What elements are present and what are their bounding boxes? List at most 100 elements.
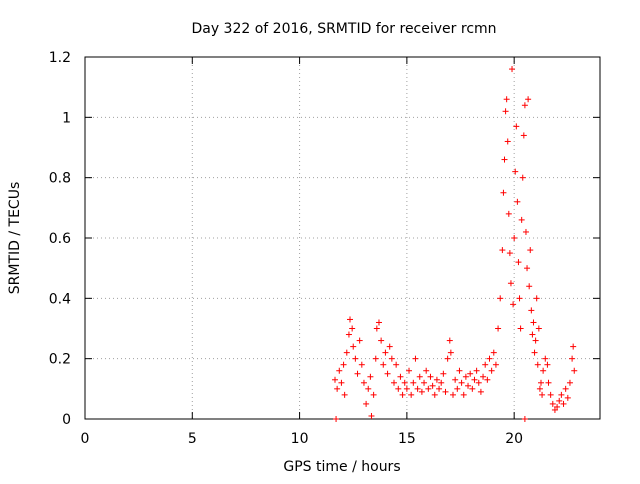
data-point (526, 283, 533, 290)
data-point (520, 132, 527, 139)
data-point (537, 379, 544, 386)
data-point (386, 343, 393, 350)
data-point (518, 216, 525, 223)
data-point (442, 388, 449, 395)
data-point (467, 370, 474, 377)
data-point (447, 349, 454, 356)
data-point (431, 391, 438, 398)
data-point (393, 361, 400, 368)
data-point (336, 367, 343, 374)
y-tick-label: 0.2 (49, 352, 71, 368)
data-point (450, 391, 457, 398)
data-point (521, 416, 528, 422)
y-tick-label: 0.4 (49, 291, 71, 307)
data-point (471, 376, 478, 383)
data-point (480, 373, 487, 380)
data-point (507, 280, 514, 287)
data-point (570, 343, 577, 350)
data-point (465, 382, 472, 389)
data-point (356, 337, 363, 344)
data-point (515, 259, 522, 266)
data-point (517, 325, 524, 332)
data-point (477, 388, 484, 395)
data-point (414, 385, 421, 392)
data-point (536, 385, 543, 392)
data-point (462, 373, 469, 380)
data-point (354, 370, 361, 377)
data-point (482, 361, 489, 368)
data-point (556, 397, 563, 404)
data-point (502, 108, 509, 115)
data-point (510, 301, 517, 308)
x-tick-label: 10 (291, 431, 309, 447)
data-point (331, 376, 338, 383)
data-point (558, 391, 565, 398)
data-point (554, 403, 561, 410)
data-point (429, 382, 436, 389)
data-point (514, 198, 521, 205)
data-point (446, 337, 453, 344)
data-point (384, 370, 391, 377)
data-point (375, 319, 382, 326)
data-point (522, 228, 529, 235)
x-tick-label: 15 (398, 431, 416, 447)
y-tick-label: 0.6 (49, 231, 71, 247)
data-point (532, 337, 539, 344)
data-point (365, 385, 372, 392)
data-point (416, 373, 423, 380)
data-point (380, 361, 387, 368)
data-point (486, 355, 493, 362)
data-point (410, 379, 417, 386)
data-point (504, 138, 511, 145)
x-axis-label: GPS time / hours (283, 459, 400, 475)
data-point (512, 168, 519, 175)
data-point (469, 385, 476, 392)
data-point (421, 379, 428, 386)
data-point (521, 102, 528, 109)
data-point (412, 355, 419, 362)
data-point (560, 400, 567, 407)
data-point (547, 391, 554, 398)
data-point (544, 361, 551, 368)
data-point (418, 388, 425, 395)
data-point (506, 250, 513, 257)
data-point (368, 412, 375, 419)
data-point (408, 391, 415, 398)
x-tick-label: 0 (81, 431, 90, 447)
data-point (427, 373, 434, 380)
data-point (566, 379, 573, 386)
data-point (438, 379, 445, 386)
data-point (338, 379, 345, 386)
data-point (519, 174, 526, 181)
data-point (423, 367, 430, 374)
data-point (527, 247, 534, 254)
data-point (397, 373, 404, 380)
data-point (358, 361, 365, 368)
data-point (452, 376, 459, 383)
data-point (530, 319, 537, 326)
data-point (352, 355, 359, 362)
axis-ticks: 0 5 10 15 20 0 0.2 0.4 0.6 0.8 1 1.2 (49, 50, 600, 447)
data-point (340, 361, 347, 368)
data-point (490, 349, 497, 356)
data-point (363, 400, 370, 407)
data-point (473, 367, 480, 374)
data-point (564, 394, 571, 401)
x-tick-label: 20 (505, 431, 523, 447)
data-point (569, 355, 576, 362)
data-point (571, 367, 578, 374)
data-point (540, 367, 547, 374)
data-point (503, 96, 510, 103)
data-point (395, 385, 402, 392)
data-point (349, 325, 356, 332)
data-point (533, 295, 540, 302)
data-point (531, 349, 538, 356)
data-point (501, 156, 508, 163)
data-point (545, 379, 552, 386)
chart-title: Day 322 of 2016, SRMTID for receiver rcm… (191, 21, 496, 37)
data-point (440, 370, 447, 377)
data-point (492, 361, 499, 368)
data-point (350, 343, 357, 350)
data-point (458, 379, 465, 386)
